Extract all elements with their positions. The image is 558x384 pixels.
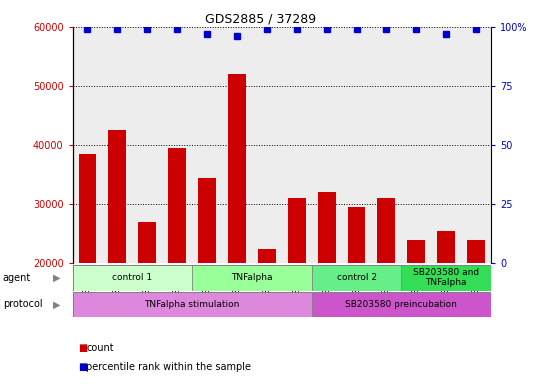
Text: TNFalpha stimulation: TNFalpha stimulation: [145, 300, 240, 309]
Text: SB203580 and
TNFalpha: SB203580 and TNFalpha: [413, 268, 479, 287]
Bar: [258, 249, 276, 382]
Text: ▶: ▶: [53, 273, 60, 283]
Bar: [312, 27, 341, 263]
Bar: [437, 231, 455, 382]
Text: ■: ■: [78, 343, 88, 353]
Text: protocol: protocol: [3, 299, 42, 310]
Text: control 2: control 2: [336, 273, 377, 282]
Bar: [73, 265, 192, 291]
Bar: [341, 27, 372, 263]
Bar: [401, 265, 491, 291]
Bar: [79, 154, 97, 382]
Bar: [312, 292, 491, 317]
Text: TNFalpha: TNFalpha: [231, 273, 273, 282]
Text: control 1: control 1: [112, 273, 152, 282]
Bar: [73, 27, 103, 263]
Text: agent: agent: [3, 273, 31, 283]
Bar: [461, 27, 491, 263]
Bar: [73, 292, 312, 317]
Bar: [348, 207, 365, 382]
Bar: [312, 265, 401, 291]
Bar: [132, 27, 162, 263]
Bar: [288, 199, 306, 382]
Text: SB203580 preincubation: SB203580 preincubation: [345, 300, 458, 309]
Bar: [192, 27, 222, 263]
Bar: [168, 148, 186, 382]
Bar: [198, 178, 216, 382]
Bar: [372, 27, 401, 263]
Bar: [401, 27, 431, 263]
Bar: [108, 131, 126, 382]
Bar: [162, 27, 192, 263]
Bar: [431, 27, 461, 263]
Text: ■: ■: [78, 362, 88, 372]
Bar: [377, 199, 396, 382]
Bar: [318, 192, 335, 382]
Bar: [228, 74, 246, 382]
Text: ▶: ▶: [53, 299, 60, 310]
Bar: [138, 222, 156, 382]
Bar: [192, 265, 312, 291]
Title: GDS2885 / 37289: GDS2885 / 37289: [205, 13, 316, 26]
Bar: [467, 240, 485, 382]
Bar: [282, 27, 312, 263]
Text: count: count: [86, 343, 114, 353]
Text: percentile rank within the sample: percentile rank within the sample: [86, 362, 252, 372]
Bar: [103, 27, 132, 263]
Bar: [407, 240, 425, 382]
Bar: [252, 27, 282, 263]
Bar: [222, 27, 252, 263]
